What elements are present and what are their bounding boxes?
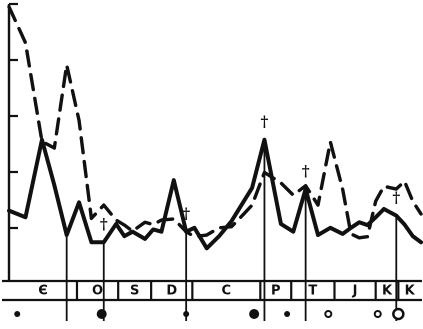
dagger-layer: † † † † † [100,113,401,233]
event-markers [14,307,405,321]
y-axis [7,2,18,281]
event-ring-marker [324,310,333,318]
period-label: J [352,284,358,299]
period-label: C [222,284,232,299]
period-label: K [405,284,416,299]
peak-dagger-label: † [261,113,269,131]
event-dot-marker [249,309,260,319]
event-dot-marker [284,311,291,317]
event-ring-marker [392,307,405,321]
peak-dagger-label: † [182,205,190,223]
peak-dagger-label: † [100,215,108,233]
solid-series-line [7,137,423,251]
period-label: P [271,284,281,299]
period-label: S [130,284,139,299]
event-ring-marker [373,310,382,318]
period-label: Є [38,284,48,299]
period-label: O [92,284,103,299]
series-layer [7,5,423,251]
peak-rules [65,139,398,321]
event-dot-marker [183,311,190,317]
event-dot-marker [14,311,21,317]
period-label: D [166,284,177,299]
peak-dagger-label: † [392,189,400,207]
period-label: T [308,284,317,299]
period-label: K [382,284,393,299]
event-dot-marker [96,309,107,319]
dashed-series-line [7,5,423,240]
peak-dagger-label: † [302,162,310,180]
